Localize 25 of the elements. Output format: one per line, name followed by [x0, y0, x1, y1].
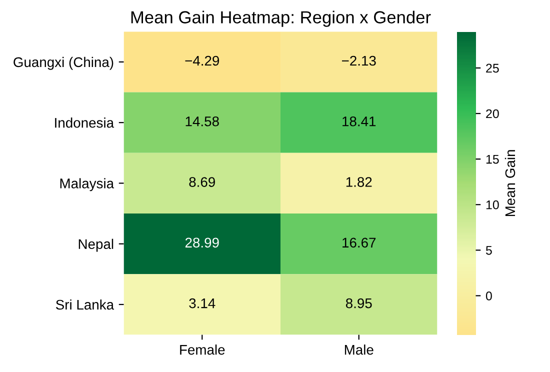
data-label: 8.95 [346, 298, 372, 308]
x-tick-label: Male [344, 344, 374, 355]
data-label: 28.99 [185, 238, 219, 248]
x-tick-label: Female [180, 344, 225, 355]
data-label: 8.69 [189, 177, 215, 187]
data-label: 18.41 [342, 116, 376, 126]
color-bar-label: 5 [486, 246, 492, 255]
data-label: −2.13 [342, 56, 376, 66]
color-bar-label: 0 [486, 292, 492, 300]
y-tick-label: Sri Lanka [56, 299, 114, 310]
data-label: 16.67 [342, 238, 376, 248]
color-bar-label: 25 [486, 64, 499, 73]
data-label: 1.82 [346, 177, 372, 187]
color-bar-label: 20 [486, 109, 499, 118]
data-label: 3.14 [189, 298, 216, 308]
y-tick-label: Indonesia [55, 118, 114, 128]
y-tick-label: Malaysia [60, 178, 114, 192]
color-bar-label: 15 [486, 155, 499, 164]
color-bar-title: Mean Gain [504, 150, 516, 216]
data-label: −4.29 [185, 56, 220, 66]
y-tick-label: Nepal [78, 238, 114, 252]
y-tick-label: Guangxi (China) [14, 56, 114, 70]
chart-title: Mean Gain Heatmap: Region x Gender [131, 10, 431, 27]
color-bar-label: 10 [486, 200, 499, 210]
data-label: 14.58 [186, 116, 219, 126]
